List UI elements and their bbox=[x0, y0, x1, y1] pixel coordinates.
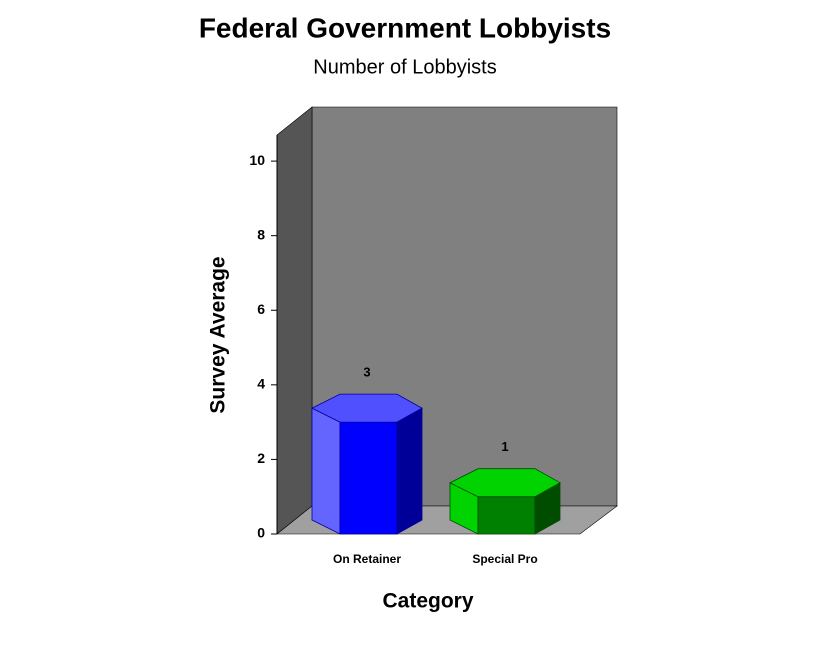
bar-top-face bbox=[449, 468, 561, 498]
y-tick-label: 2 bbox=[257, 450, 265, 466]
x-axis-title: Category bbox=[382, 590, 473, 613]
y-tick-label: 8 bbox=[257, 226, 265, 242]
y-tick-label: 6 bbox=[257, 301, 265, 317]
chart-subtitle: Number of Lobbyists bbox=[313, 56, 496, 78]
bar-front-face bbox=[477, 496, 536, 535]
side-wall bbox=[276, 106, 313, 535]
y-tick-label: 10 bbox=[249, 152, 265, 168]
x-tick-label: On Retainer bbox=[333, 552, 401, 566]
y-axis-title: Survey Average bbox=[207, 256, 230, 413]
bar-right-face bbox=[396, 407, 423, 535]
data-label: 3 bbox=[363, 365, 370, 380]
bar bbox=[449, 468, 561, 535]
x-tick-label: Special Pro bbox=[472, 552, 537, 566]
bar bbox=[311, 393, 423, 535]
bar-front-face bbox=[339, 421, 398, 535]
data-label: 1 bbox=[501, 439, 508, 454]
chart-title: Federal Government Lobbyists bbox=[199, 12, 611, 43]
y-tick-label: 0 bbox=[257, 525, 265, 541]
bar-top-face bbox=[311, 393, 423, 423]
bar-left-face bbox=[311, 407, 341, 535]
y-tick-label: 4 bbox=[257, 376, 265, 392]
